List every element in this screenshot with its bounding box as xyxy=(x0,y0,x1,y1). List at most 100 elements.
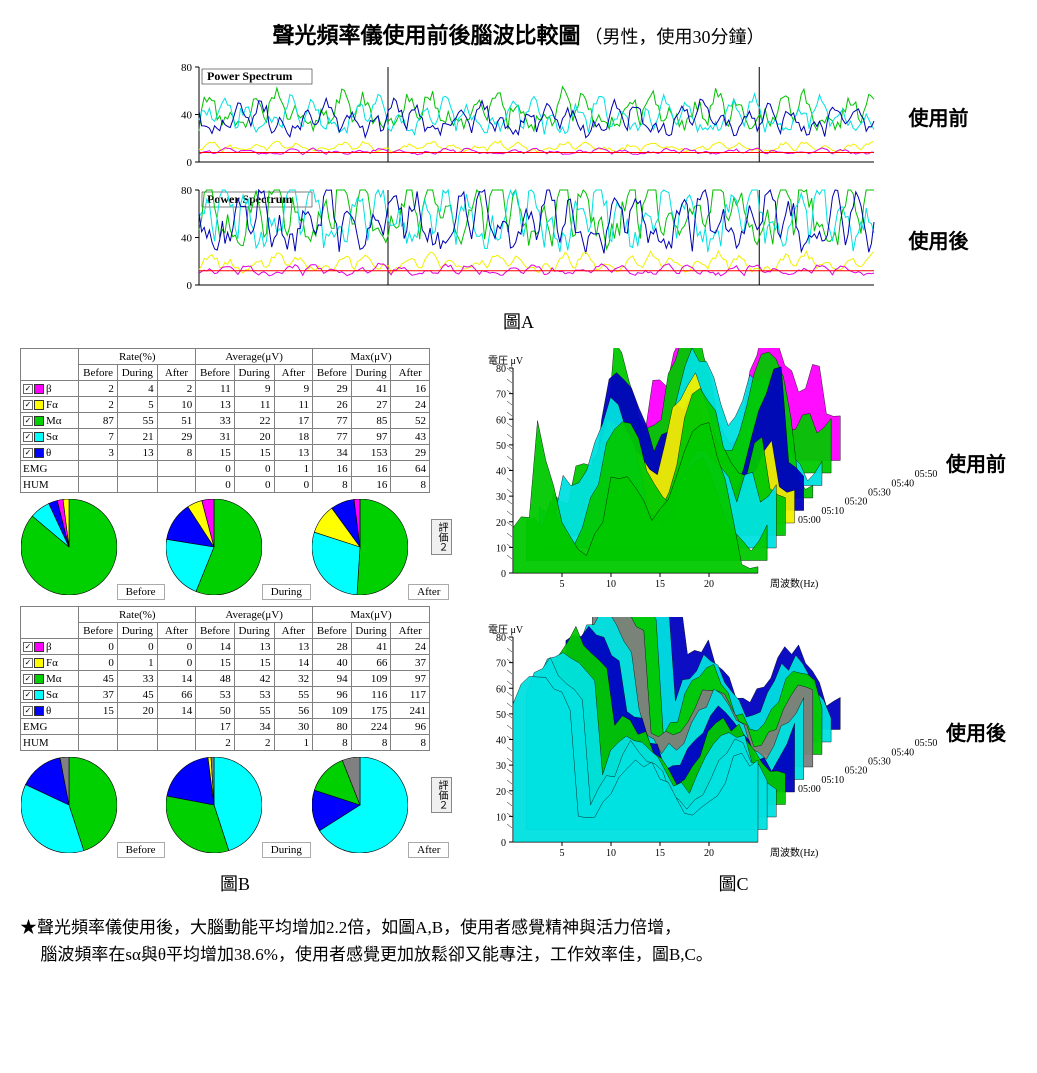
cell: 14 xyxy=(157,703,196,719)
cell: 55 xyxy=(117,413,157,429)
svg-text:05:30: 05:30 xyxy=(868,488,891,499)
label-after: 使用後 xyxy=(909,225,969,254)
cell: 34 xyxy=(234,719,274,735)
svg-text:50: 50 xyxy=(496,710,506,721)
eval-button[interactable]: 評価２ xyxy=(431,519,452,555)
pie-during: During xyxy=(166,499,311,600)
wave-label: ✓Sα xyxy=(21,429,79,445)
svg-text:10: 10 xyxy=(606,848,616,859)
label-before-c: 使用前 xyxy=(946,448,1006,477)
cell: 37 xyxy=(79,687,118,703)
cell: 0 xyxy=(157,639,196,655)
table-row: EMG1734308022496 xyxy=(21,719,430,735)
svg-text:30: 30 xyxy=(496,761,506,772)
cell: 16 xyxy=(391,381,430,397)
cell: 50 xyxy=(196,703,235,719)
cell xyxy=(157,719,196,735)
wave-label: ✓θ xyxy=(21,445,79,461)
cell: 0 xyxy=(79,639,118,655)
pie-during: During xyxy=(166,757,311,858)
cell: 17 xyxy=(196,719,235,735)
pie-after: After xyxy=(312,757,449,858)
svg-text:40: 40 xyxy=(496,467,506,478)
cell: 8 xyxy=(313,735,352,751)
col-header: Before xyxy=(313,623,352,639)
svg-text:60: 60 xyxy=(496,415,506,426)
cell xyxy=(117,735,157,751)
cell: 7 xyxy=(79,429,118,445)
cell: 2 xyxy=(79,397,118,413)
pie-before: Before xyxy=(21,499,165,600)
spectrum-after: 04080Power Spectrum 使用後 xyxy=(159,185,879,300)
cell: 18 xyxy=(274,429,313,445)
cell: 5 xyxy=(117,397,157,413)
col-header: Before xyxy=(313,365,352,381)
table-row: ✓Fα2510131111262724 xyxy=(21,397,430,413)
cell: 37 xyxy=(391,655,430,671)
eval-button[interactable]: 評価２ xyxy=(431,777,452,813)
cell: 51 xyxy=(157,413,196,429)
cell: 24 xyxy=(391,397,430,413)
svg-text:80: 80 xyxy=(181,62,193,74)
footnote-line1: 聲光頻率儀使用後，大腦動能平均增加2.2倍，如圖A,B，使用者感覺精神與活力倍增… xyxy=(37,918,681,937)
cell xyxy=(157,735,196,751)
cell: 11 xyxy=(234,397,274,413)
wave-label: ✓β xyxy=(21,381,79,397)
cell: 40 xyxy=(313,655,352,671)
cell: 66 xyxy=(351,655,391,671)
cell: 13 xyxy=(117,445,157,461)
cell: 2 xyxy=(234,735,274,751)
svg-text:05:00: 05:00 xyxy=(798,784,821,795)
wave-label: ✓Mα xyxy=(21,671,79,687)
wave-label: HUM xyxy=(21,735,79,751)
cell: 22 xyxy=(234,413,274,429)
cell: 9 xyxy=(234,381,274,397)
cell: 224 xyxy=(351,719,391,735)
cell: 153 xyxy=(351,445,391,461)
svg-text:05:10: 05:10 xyxy=(821,775,844,786)
pie-before: Before xyxy=(21,757,165,858)
pie-after: After xyxy=(312,499,449,600)
cell: 2 xyxy=(196,735,235,751)
wave-label: ✓Sα xyxy=(21,687,79,703)
cell: 41 xyxy=(351,639,391,655)
svg-text:50: 50 xyxy=(496,441,506,452)
cell: 10 xyxy=(157,397,196,413)
svg-text:05:30: 05:30 xyxy=(868,757,891,768)
cell: 16 xyxy=(351,477,391,493)
cell xyxy=(117,719,157,735)
page-subtitle: （男性，使用30分鐘） xyxy=(585,27,765,47)
cell: 0 xyxy=(274,477,313,493)
svg-text:0: 0 xyxy=(501,569,506,580)
cell: 1 xyxy=(274,735,313,751)
spectrum-before: 04080Power Spectrum 使用前 xyxy=(159,62,879,177)
cell: 15 xyxy=(234,655,274,671)
svg-text:0: 0 xyxy=(501,838,506,849)
cell: 13 xyxy=(274,639,313,655)
cell: 241 xyxy=(391,703,430,719)
pie-caption: During xyxy=(262,584,311,600)
col-group: Rate(%) xyxy=(79,349,196,365)
cell: 117 xyxy=(391,687,430,703)
col-header: Before xyxy=(196,365,235,381)
cell: 96 xyxy=(313,687,352,703)
svg-text:電圧 μV: 電圧 μV xyxy=(488,624,524,636)
svg-text:10: 10 xyxy=(606,579,616,590)
svg-text:60: 60 xyxy=(496,684,506,695)
svg-text:Power Spectrum: Power Spectrum xyxy=(207,69,292,83)
cell: 53 xyxy=(234,687,274,703)
cell: 26 xyxy=(313,397,352,413)
cell: 9 xyxy=(274,381,313,397)
cell: 11 xyxy=(196,381,235,397)
wave-label: ✓Mα xyxy=(21,413,79,429)
cell: 15 xyxy=(79,703,118,719)
surface-after: 01020304050607080電圧 μV5101520周波数(Hz)05:0… xyxy=(458,617,938,862)
cell: 15 xyxy=(196,655,235,671)
cell: 97 xyxy=(391,671,430,687)
svg-text:20: 20 xyxy=(704,848,714,859)
cell: 87 xyxy=(79,413,118,429)
cell: 11 xyxy=(274,397,313,413)
svg-text:20: 20 xyxy=(496,787,506,798)
cell xyxy=(79,735,118,751)
footnote: ★聲光頻率儀使用後，大腦動能平均增加2.2倍，如圖A,B，使用者感覺精神與活力倍… xyxy=(20,914,1017,968)
